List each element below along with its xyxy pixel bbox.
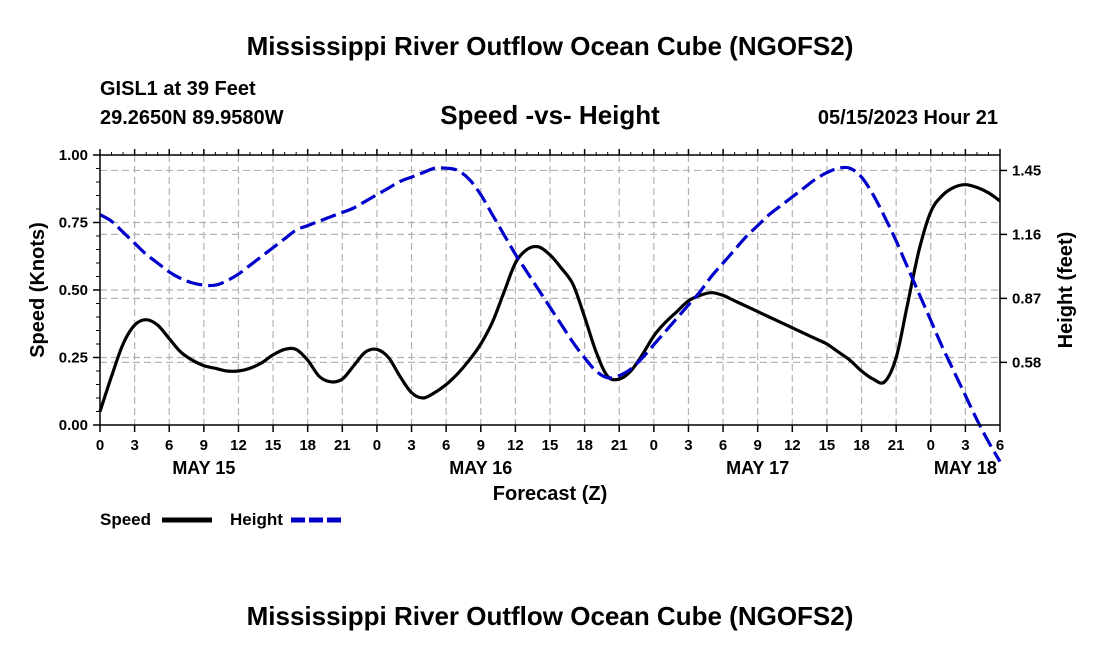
y-left-tick-label: 0.75	[59, 215, 88, 232]
day-label: MAY 16	[449, 458, 512, 478]
x-tick-label: 3	[961, 437, 969, 454]
day-label: MAY 15	[172, 458, 235, 478]
y-axis-right-label: Height (feet)	[1055, 232, 1077, 349]
x-tick-label: 0	[96, 437, 104, 454]
x-tick-label: 12	[784, 437, 801, 454]
y-left-tick-label: 0.00	[59, 417, 88, 434]
coords-label: 29.2650N 89.9580W	[100, 107, 284, 129]
x-tick-label: 12	[507, 437, 524, 454]
x-tick-label: 6	[719, 437, 727, 454]
x-tick-label: 3	[407, 437, 415, 454]
x-tick-label: 6	[165, 437, 173, 454]
x-tick-label: 15	[542, 437, 559, 454]
x-tick-label: 18	[576, 437, 593, 454]
x-tick-label: 0	[650, 437, 658, 454]
x-tick-label: 12	[230, 437, 247, 454]
x-tick-label: 9	[477, 437, 485, 454]
series-speed-line	[98, 183, 1001, 412]
y-right-tick-label: 0.87	[1012, 290, 1041, 307]
x-tick-label: 3	[684, 437, 692, 454]
y-right-tick-label: 1.16	[1012, 226, 1041, 243]
x-tick-label: 15	[265, 437, 282, 454]
x-tick-label: 18	[853, 437, 870, 454]
y-axis-left-label: Speed (Knots)	[27, 222, 49, 358]
legend-speed-label: Speed	[100, 510, 151, 529]
axes: 0 3 6 9 12 15 18 21 0 3 6 9 12 15 18 21 0 3 6 9 12 15 18 21 0 3 6 M…	[59, 147, 1041, 478]
day-label: MAY 18	[934, 458, 997, 478]
x-tick-label: 21	[611, 437, 628, 454]
x-tick-label: 6	[442, 437, 450, 454]
y-left-tick-label: 0.50	[59, 282, 88, 299]
y-left-tick-label: 0.25	[59, 350, 88, 367]
series-height-line	[99, 165, 1002, 463]
chart-subtitle: Speed -vs- Height	[440, 100, 660, 130]
x-tick-label: 18	[299, 437, 316, 454]
grid-lines	[100, 155, 1000, 425]
y-right-tick-label: 0.58	[1012, 354, 1041, 371]
series-lines	[98, 165, 1002, 463]
x-tick-label: 21	[888, 437, 905, 454]
x-tick-label: 6	[996, 437, 1004, 454]
legend-height-label: Height	[230, 510, 283, 529]
x-tick-label: 21	[334, 437, 351, 454]
x-tick-label: 3	[130, 437, 138, 454]
y-left-tick-label: 1.00	[59, 147, 88, 164]
x-tick-label: 9	[754, 437, 762, 454]
x-tick-label: 0	[373, 437, 381, 454]
x-tick-label: 9	[200, 437, 208, 454]
y-right-tick-label: 1.45	[1012, 162, 1041, 179]
timestamp-label: 05/15/2023 Hour 21	[818, 107, 998, 129]
footer-title: Mississippi River Outflow Ocean Cube (NG…	[247, 601, 854, 631]
station-label: GISL1 at 39 Feet	[100, 78, 256, 100]
x-tick-label: 0	[927, 437, 935, 454]
x-tick-label: 15	[819, 437, 836, 454]
day-label: MAY 17	[726, 458, 789, 478]
legend: Speed Height	[100, 510, 342, 529]
chart-title: Mississippi River Outflow Ocean Cube (NG…	[247, 31, 854, 61]
x-axis-label: Forecast (Z)	[493, 483, 607, 505]
